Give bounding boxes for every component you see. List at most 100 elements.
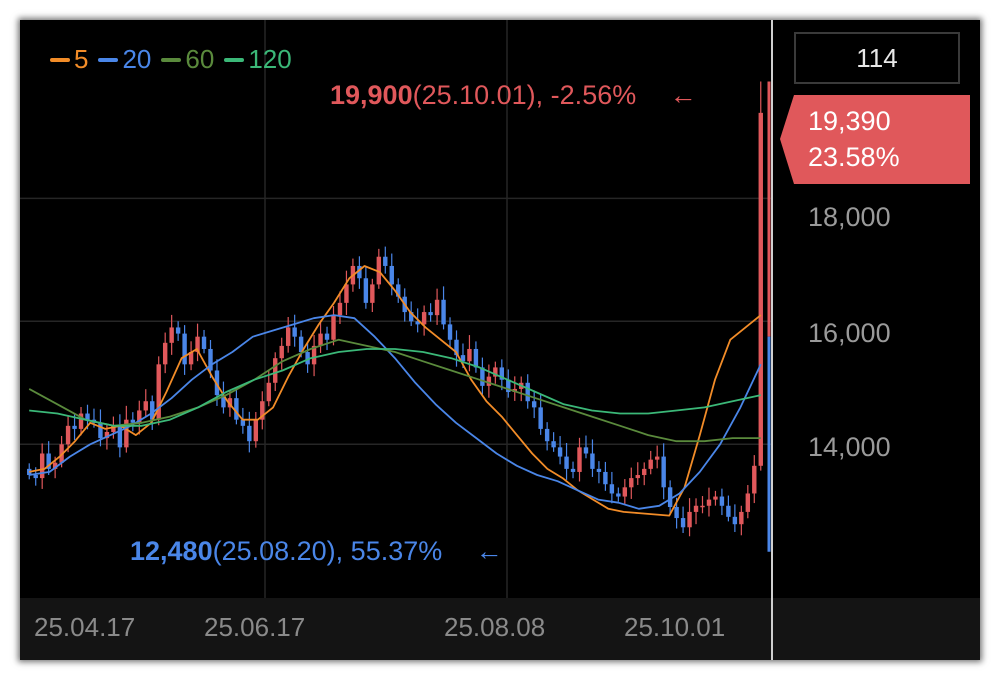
candle — [240, 419, 246, 426]
candle — [661, 456, 666, 488]
candle — [370, 284, 375, 303]
candle — [298, 336, 304, 353]
candle — [480, 367, 485, 386]
y-tick-label: 14,000 — [808, 432, 891, 462]
candle — [654, 456, 660, 460]
candle — [441, 299, 446, 325]
candle — [642, 468, 647, 476]
candle — [421, 312, 427, 325]
candle — [428, 312, 433, 316]
candle — [72, 425, 77, 429]
candle — [447, 324, 453, 340]
high-value: 19,900 — [330, 80, 413, 110]
candle — [570, 468, 576, 472]
candle — [188, 352, 194, 365]
ma-line-120 — [29, 348, 761, 427]
candle — [499, 367, 505, 380]
high-annotation: 19,900(25.10.01), -2.56% ← — [330, 80, 697, 111]
legend-swatch — [50, 57, 70, 62]
candle — [680, 518, 686, 528]
candle — [221, 395, 226, 408]
candle — [234, 398, 239, 420]
low-arrow-icon: ← — [475, 536, 503, 566]
candle — [583, 447, 589, 454]
candle — [253, 419, 259, 442]
x-axis-band — [20, 598, 980, 660]
candle — [700, 505, 705, 508]
candle-count-box[interactable]: 114 — [794, 32, 960, 84]
legend-swatch — [98, 57, 119, 62]
low-value: 12,480 — [130, 536, 213, 566]
legend-label: 120 — [248, 44, 292, 74]
low-annotation: 12,480(25.08.20), 55.37% ← — [130, 536, 503, 567]
legend-ma-120[interactable]: 120 — [224, 44, 292, 75]
moving-average-legend: 5 20 60 120 — [50, 44, 292, 75]
candle — [195, 336, 200, 353]
candle — [311, 345, 317, 365]
candle — [156, 364, 161, 420]
candle — [124, 419, 129, 448]
candle — [596, 468, 602, 472]
candle — [525, 382, 530, 402]
price-tag-shape — [780, 95, 970, 184]
candle — [182, 333, 187, 365]
candle — [227, 398, 233, 408]
candle — [260, 401, 265, 420]
candle — [111, 425, 116, 432]
candle — [434, 299, 440, 316]
candle — [454, 339, 459, 356]
candle — [473, 348, 479, 368]
candle — [622, 487, 628, 497]
candle — [85, 413, 90, 420]
candle — [635, 475, 640, 479]
ma-line-20 — [29, 314, 762, 510]
candle — [667, 487, 673, 507]
candle — [104, 431, 110, 439]
candle — [208, 348, 213, 371]
candle — [557, 447, 563, 457]
candle — [266, 382, 271, 402]
candle — [758, 112, 763, 466]
candle — [117, 425, 123, 448]
candle — [752, 465, 757, 494]
candle — [389, 265, 394, 285]
legend-swatch — [161, 57, 182, 62]
candle — [285, 327, 291, 346]
candle — [687, 511, 692, 528]
candle — [376, 256, 382, 285]
candle — [318, 333, 323, 346]
x-tick-label: 25.08.08 — [444, 612, 546, 642]
legend-ma-5[interactable]: 5 — [50, 44, 88, 75]
candle — [460, 355, 466, 362]
legend-ma-60[interactable]: 60 — [161, 44, 214, 75]
candle — [629, 478, 634, 488]
candlestick-chart[interactable] — [20, 20, 980, 660]
ma-line-5 — [29, 265, 762, 517]
candle — [324, 333, 330, 340]
candle — [357, 265, 362, 279]
candle — [150, 401, 155, 420]
candle — [506, 379, 511, 393]
current-change: 23.58% — [808, 142, 900, 172]
high-detail: (25.10.01), -2.56% — [412, 80, 637, 110]
candle — [415, 321, 420, 325]
candle — [609, 484, 615, 494]
candle — [305, 352, 310, 365]
candle — [739, 511, 744, 525]
candle — [603, 471, 608, 485]
legend-ma-20[interactable]: 20 — [98, 44, 151, 75]
candle — [162, 342, 168, 365]
candle — [273, 358, 278, 383]
candle — [732, 516, 738, 525]
candle — [98, 422, 103, 439]
legend-label: 20 — [122, 44, 152, 74]
candle — [745, 493, 751, 512]
high-arrow-icon: ← — [669, 80, 697, 110]
current-price: 19,390 — [808, 106, 891, 136]
candle — [564, 456, 569, 469]
candle — [726, 505, 731, 517]
candle — [706, 499, 712, 506]
candle — [467, 348, 472, 362]
candle — [544, 428, 550, 442]
y-tick-label: 16,000 — [808, 318, 891, 348]
